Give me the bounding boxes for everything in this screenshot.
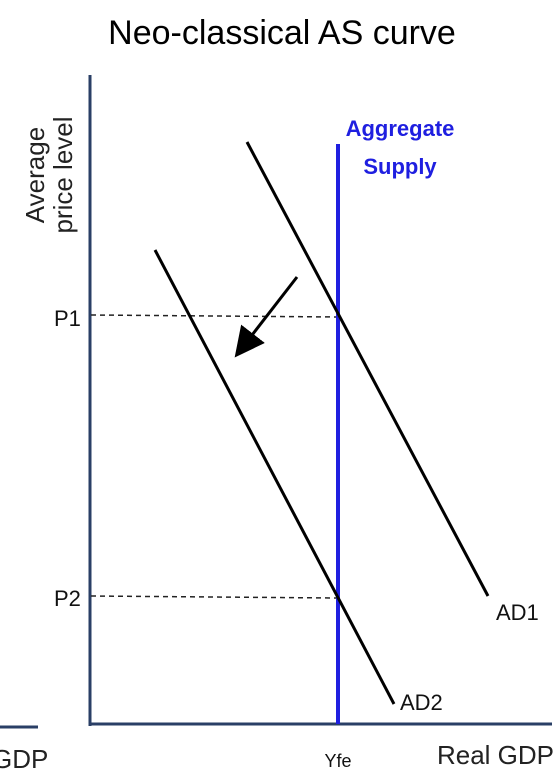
p2-guide-line <box>90 595 337 599</box>
y-axis-label-line2: price level <box>48 116 78 233</box>
p2-label: P2 <box>54 586 81 611</box>
supply-label-line1: Aggregate <box>346 116 455 141</box>
ad1-label: AD1 <box>496 600 539 625</box>
y-axis-label-line1: Average <box>20 127 50 223</box>
y-axis-label: Average price level <box>20 116 78 233</box>
ad1-curve <box>245 141 490 597</box>
ad2-label: AD2 <box>400 690 443 715</box>
x-axis-label: Real GDP <box>437 740 554 770</box>
cut-off-gdp-label: GDP <box>0 744 48 774</box>
ad2-curve <box>153 249 396 705</box>
yfe-label: Yfe <box>324 751 351 771</box>
supply-label-line2: Supply <box>363 154 437 179</box>
diagram-title: Neo-classical AS curve <box>108 14 456 52</box>
p1-label: P1 <box>54 306 81 331</box>
demand-shift-arrow <box>234 276 299 358</box>
p1-guide-line <box>90 314 339 318</box>
